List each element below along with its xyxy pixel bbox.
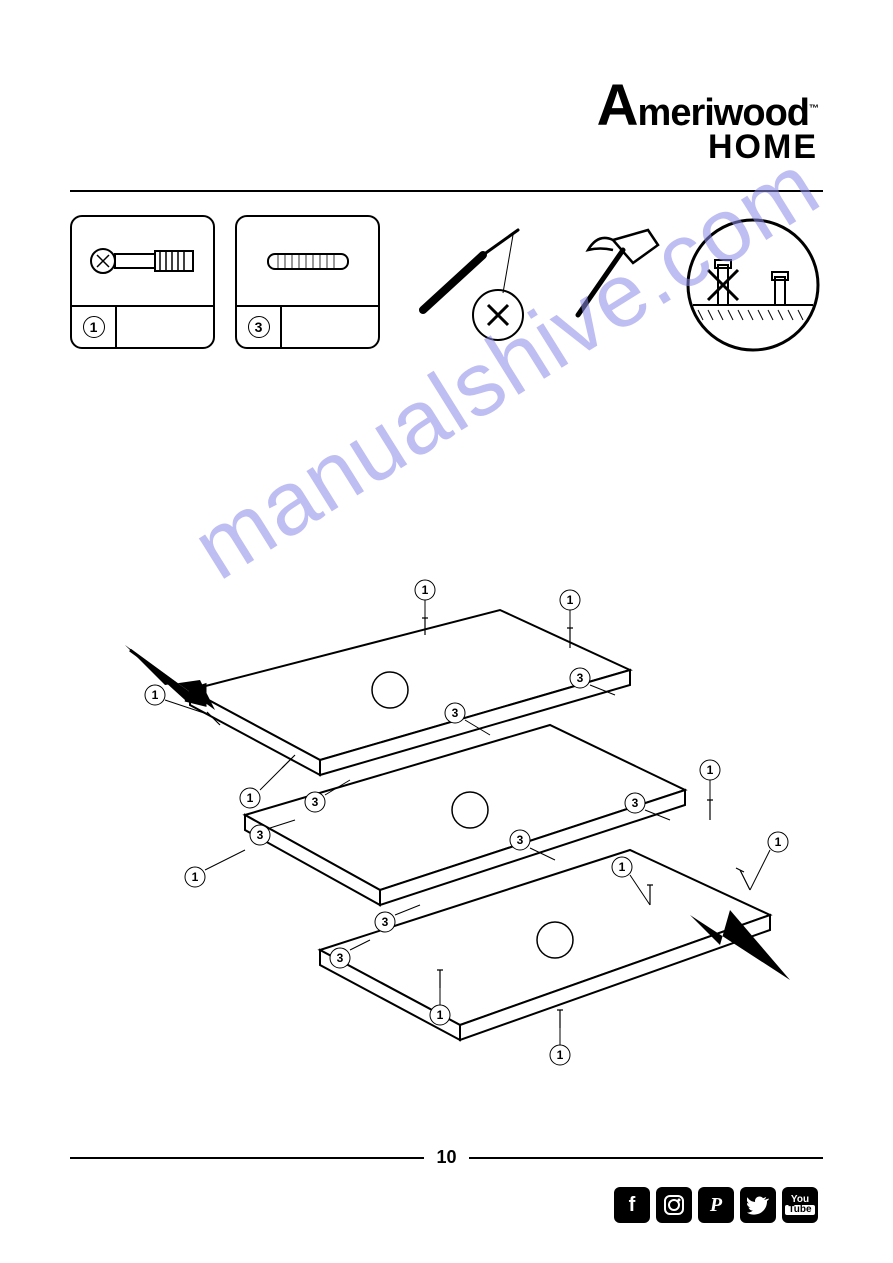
svg-text:3: 3 <box>382 915 389 929</box>
svg-text:1: 1 <box>437 1008 444 1022</box>
manual-page: Ameriwood™ HOME <box>0 0 893 1263</box>
screwdriver-icon <box>413 225 543 345</box>
dowel-icon <box>237 217 378 307</box>
svg-text:3: 3 <box>257 828 264 842</box>
facebook-icon: f <box>614 1187 650 1223</box>
watermark-text: manualshive.com <box>176 142 824 600</box>
social-icons: f P YouTube <box>614 1187 818 1223</box>
svg-text:1: 1 <box>619 860 626 874</box>
svg-text:3: 3 <box>312 795 319 809</box>
part-number-badge: 3 <box>248 316 270 338</box>
pinterest-icon: P <box>698 1187 734 1223</box>
part-label-row: 1 <box>72 307 213 347</box>
svg-text:3: 3 <box>452 706 459 720</box>
svg-text:1: 1 <box>192 870 199 884</box>
svg-text:1: 1 <box>567 593 574 607</box>
svg-text:1: 1 <box>775 835 782 849</box>
part-box-3: 3 <box>235 215 380 349</box>
youtube-icon: YouTube <box>782 1187 818 1223</box>
svg-text:1: 1 <box>707 763 714 777</box>
parts-row: 1 3 <box>70 215 823 355</box>
part-box-1: 1 <box>70 215 215 349</box>
svg-text:3: 3 <box>577 671 584 685</box>
svg-text:1: 1 <box>152 688 159 702</box>
footer-rule-left <box>70 1157 424 1159</box>
part-num-cell: 3 <box>237 307 282 347</box>
flush-warning-icon <box>683 215 823 355</box>
brand-tm: ™ <box>809 103 818 114</box>
svg-text:1: 1 <box>422 583 429 597</box>
svg-text:1: 1 <box>557 1048 564 1062</box>
brand-main: Ameriwood™ <box>597 80 818 132</box>
hammer-icon <box>558 225 668 345</box>
footer-rule-right <box>469 1157 823 1159</box>
svg-text:3: 3 <box>337 951 344 965</box>
svg-text:1: 1 <box>247 791 254 805</box>
part-label-row: 3 <box>237 307 378 347</box>
assembly-diagram: 1 1 1 1 3 3 3 3 3 3 3 3 1 1 1 1 1 <box>70 570 823 1130</box>
part-num-cell: 1 <box>72 307 117 347</box>
header-rule <box>70 190 823 192</box>
instagram-icon <box>656 1187 692 1223</box>
tools-group <box>400 215 823 355</box>
svg-text:3: 3 <box>517 833 524 847</box>
part-number-badge: 1 <box>83 316 105 338</box>
footer-rule: 10 <box>70 1147 823 1168</box>
brand-big-letter: A <box>597 80 638 132</box>
page-number: 10 <box>436 1147 456 1168</box>
twitter-icon <box>740 1187 776 1223</box>
camlock-bolt-icon <box>72 217 213 307</box>
brand-logo: Ameriwood™ HOME <box>597 80 818 163</box>
svg-text:3: 3 <box>632 796 639 810</box>
